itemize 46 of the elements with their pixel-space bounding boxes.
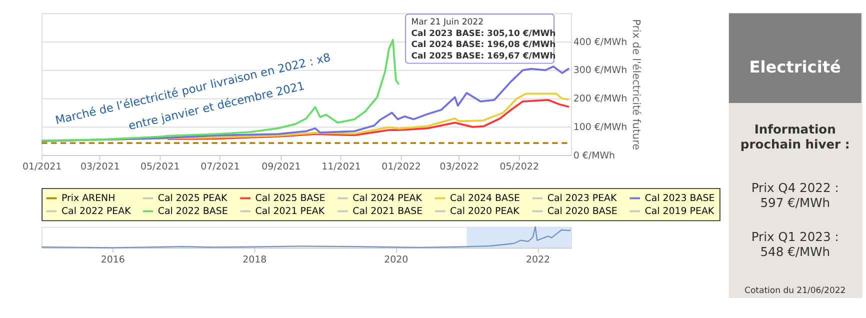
legend-label: Cal 2023 BASE [644, 193, 715, 204]
y-axis-title: Prix de l'électricité future [630, 19, 642, 150]
legend-label: Cal 2025 PEAK [158, 193, 228, 204]
x-tick-label: 03/2022 [440, 162, 479, 173]
x-tick-label: 2020 [384, 254, 408, 266]
text: Information [754, 122, 836, 136]
x-tick-label: 11/2021 [322, 162, 361, 173]
legend-label: Cal 2021 BASE [352, 206, 423, 218]
x-tick-label: 05/2021 [140, 162, 180, 173]
x-tick-label: 05/2022 [500, 162, 539, 173]
legend-label: Cal 2024 PEAK [352, 193, 423, 204]
legend-label: Cal 2024 BASE [450, 193, 520, 204]
y-tick-label: 0 €/MWh [573, 150, 616, 162]
line-series [40, 38, 400, 142]
annotation: Mar 21 Juin 2022 [411, 18, 484, 28]
x-tick-label: 01/2021 [22, 162, 62, 173]
text: Electricité [749, 58, 841, 77]
legend-label: Prix ARENH [61, 193, 116, 204]
y-tick-label: 300 €/MWh [573, 65, 628, 76]
x-tick-label: 03/2021 [80, 162, 120, 173]
x-tick-label: 09/2021 [262, 162, 301, 173]
x-tick-label: 2022 [526, 254, 550, 266]
legend-label: Cal 2023 PEAK [547, 193, 618, 204]
text: prochain hiver : [740, 137, 850, 152]
text: Cotation du 21/06/2022 [744, 286, 846, 296]
legend-label: Cal 2025 BASE [255, 193, 326, 204]
annotation: Cal 2023 BASE: 305,10 €/MWh [411, 28, 556, 39]
y-tick-label: 200 €/MWh [573, 94, 628, 105]
text: Prix Q1 2023 : [751, 230, 839, 244]
text: 548 €/MWh [760, 245, 830, 260]
text: 597 €/MWh [760, 196, 830, 210]
x-tick-label: 2018 [242, 254, 267, 266]
x-tick-label: 2016 [100, 254, 125, 266]
y-tick-label: 100 €/MWh [573, 122, 628, 133]
annotation: Cal 2025 BASE: 169,67 €/MWh [411, 52, 556, 62]
x-tick-label: 07/2021 [200, 162, 240, 173]
annotation: Cal 2024 BASE: 196,08 €/MWh [411, 40, 556, 50]
legend-label: Cal 2021 PEAK [255, 206, 326, 218]
x-tick-label: 01/2022 [382, 162, 421, 173]
legend-label: Cal 2022 PEAK [61, 206, 132, 218]
legend-label: Cal 2020 PEAK [450, 206, 520, 218]
legend-label: Cal 2022 BASE [158, 206, 228, 218]
text: Prix Q4 2022 : [751, 180, 839, 195]
legend-label: Cal 2020 BASE [547, 206, 618, 218]
y-tick-label: 400 €/MWh [573, 36, 628, 48]
legend-label: Cal 2019 PEAK [644, 206, 715, 218]
